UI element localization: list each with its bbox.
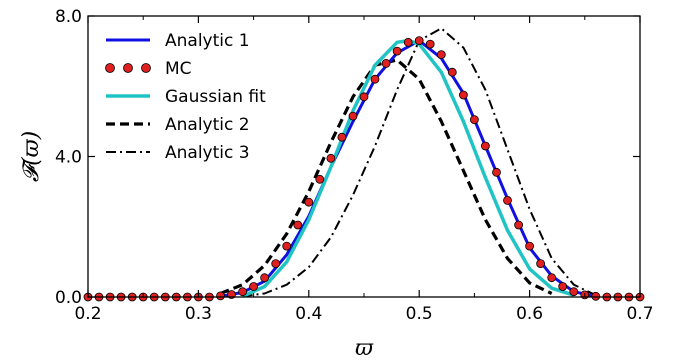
legend-item-analytic-2: Analytic 2 bbox=[106, 115, 250, 135]
mc-point bbox=[480, 141, 490, 151]
legend-marker bbox=[105, 63, 115, 73]
mc-point bbox=[249, 282, 259, 291]
legend-label: MC bbox=[165, 59, 192, 79]
x-tick-label: 0.4 bbox=[295, 304, 322, 324]
mc-point bbox=[326, 153, 336, 163]
mc-point bbox=[271, 259, 281, 269]
mc-point bbox=[591, 291, 601, 301]
tick-layer: 0.2 0.3 0.4 0.5 0.6 0.7 0.0 4.0 8.0 bbox=[55, 7, 654, 324]
legend-item-analytic-1: Analytic 1 bbox=[106, 31, 250, 51]
mc-point bbox=[425, 39, 435, 49]
x-axis-label: ϖ bbox=[355, 336, 374, 361]
mc-point bbox=[536, 259, 545, 269]
y-axis-label: 𝓕(ϖ) bbox=[19, 131, 44, 182]
mc-point bbox=[569, 287, 579, 297]
mc-point bbox=[381, 59, 391, 68]
mc-point bbox=[492, 167, 501, 177]
y-tick-label: 8.0 bbox=[55, 7, 82, 27]
mc-point bbox=[260, 273, 270, 283]
mc-point bbox=[447, 67, 457, 77]
mc-point bbox=[238, 287, 248, 297]
legend-marker bbox=[141, 63, 151, 73]
mc-point bbox=[359, 92, 369, 102]
x-tick-label: 0.7 bbox=[626, 304, 653, 324]
series-line-analytic-2 bbox=[219, 58, 553, 295]
mc-point bbox=[216, 291, 225, 301]
mc-point bbox=[348, 111, 358, 121]
mc-point bbox=[503, 195, 512, 205]
mc-point bbox=[414, 36, 424, 45]
legend-item-gaussian-fit: Gaussian fit bbox=[106, 87, 266, 107]
mc-point bbox=[392, 46, 402, 56]
mc-point bbox=[337, 132, 347, 142]
legend-label: Gaussian fit bbox=[165, 87, 266, 107]
legend-item-analytic-3: Analytic 3 bbox=[106, 143, 250, 163]
mc-point bbox=[469, 115, 479, 124]
legend-label: Analytic 3 bbox=[165, 143, 250, 163]
series-line-gaussian-fit bbox=[241, 38, 575, 298]
y-tick-label: 4.0 bbox=[55, 148, 82, 168]
y-tick-label: 0.0 bbox=[55, 288, 82, 308]
mc-point bbox=[547, 273, 557, 283]
x-tick-label: 0.6 bbox=[516, 304, 543, 324]
mc-point bbox=[315, 174, 325, 184]
legend-label: Analytic 1 bbox=[165, 31, 250, 51]
x-tick-label: 0.2 bbox=[74, 304, 101, 324]
legend: Analytic 1 MC Gaussian fit Analytic 2 Analyt… bbox=[105, 31, 266, 163]
mc-point bbox=[558, 282, 568, 291]
series-line-analytic-3 bbox=[242, 27, 597, 298]
legend-marker bbox=[123, 63, 133, 73]
legend-item-mc: MC bbox=[105, 59, 192, 79]
mc-point bbox=[403, 37, 413, 47]
legend-label: Analytic 2 bbox=[165, 115, 250, 135]
mc-point bbox=[370, 74, 380, 84]
series-line-analytic-1 bbox=[220, 39, 597, 298]
x-tick-label: 0.5 bbox=[406, 304, 433, 324]
mc-point bbox=[293, 220, 303, 230]
mc-point bbox=[525, 241, 534, 251]
mc-point bbox=[304, 197, 314, 207]
mc-point bbox=[458, 90, 468, 100]
curves-layer bbox=[83, 27, 645, 302]
x-tick-label: 0.3 bbox=[185, 304, 212, 324]
mc-point bbox=[514, 220, 523, 230]
mc-point bbox=[436, 50, 446, 59]
mc-point bbox=[282, 241, 292, 251]
